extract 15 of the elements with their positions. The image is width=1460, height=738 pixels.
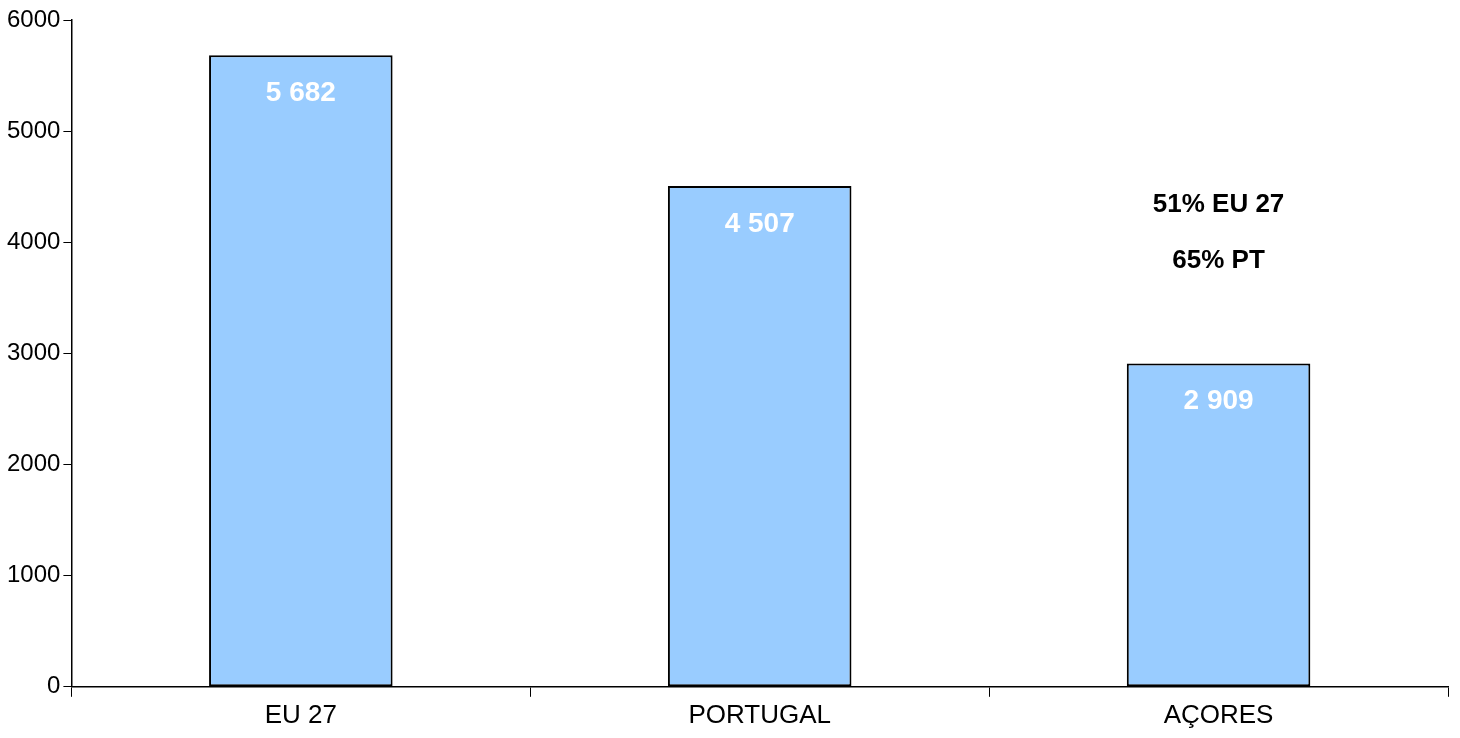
y-tick-label: 3000 xyxy=(7,338,61,366)
x-tick-label: EU 27 xyxy=(264,698,337,729)
y-tick-label: 2000 xyxy=(7,449,61,477)
x-tick-label: PORTUGAL xyxy=(688,698,831,729)
y-tick-label: 4000 xyxy=(7,226,61,254)
y-tick-label: 6000 xyxy=(7,4,61,32)
data-label: 2 909 xyxy=(1183,384,1254,416)
annotation: 65% PT xyxy=(1172,244,1265,275)
data-label: 5 682 xyxy=(265,76,336,108)
annotation: 51% EU 27 xyxy=(1152,188,1285,219)
y-tick-label: 5000 xyxy=(7,115,61,143)
data-label: 4 507 xyxy=(724,206,795,238)
x-tick-label: AÇORES xyxy=(1163,698,1274,729)
y-tick-label: 0 xyxy=(47,671,61,699)
y-tick-label: 1000 xyxy=(7,560,61,588)
